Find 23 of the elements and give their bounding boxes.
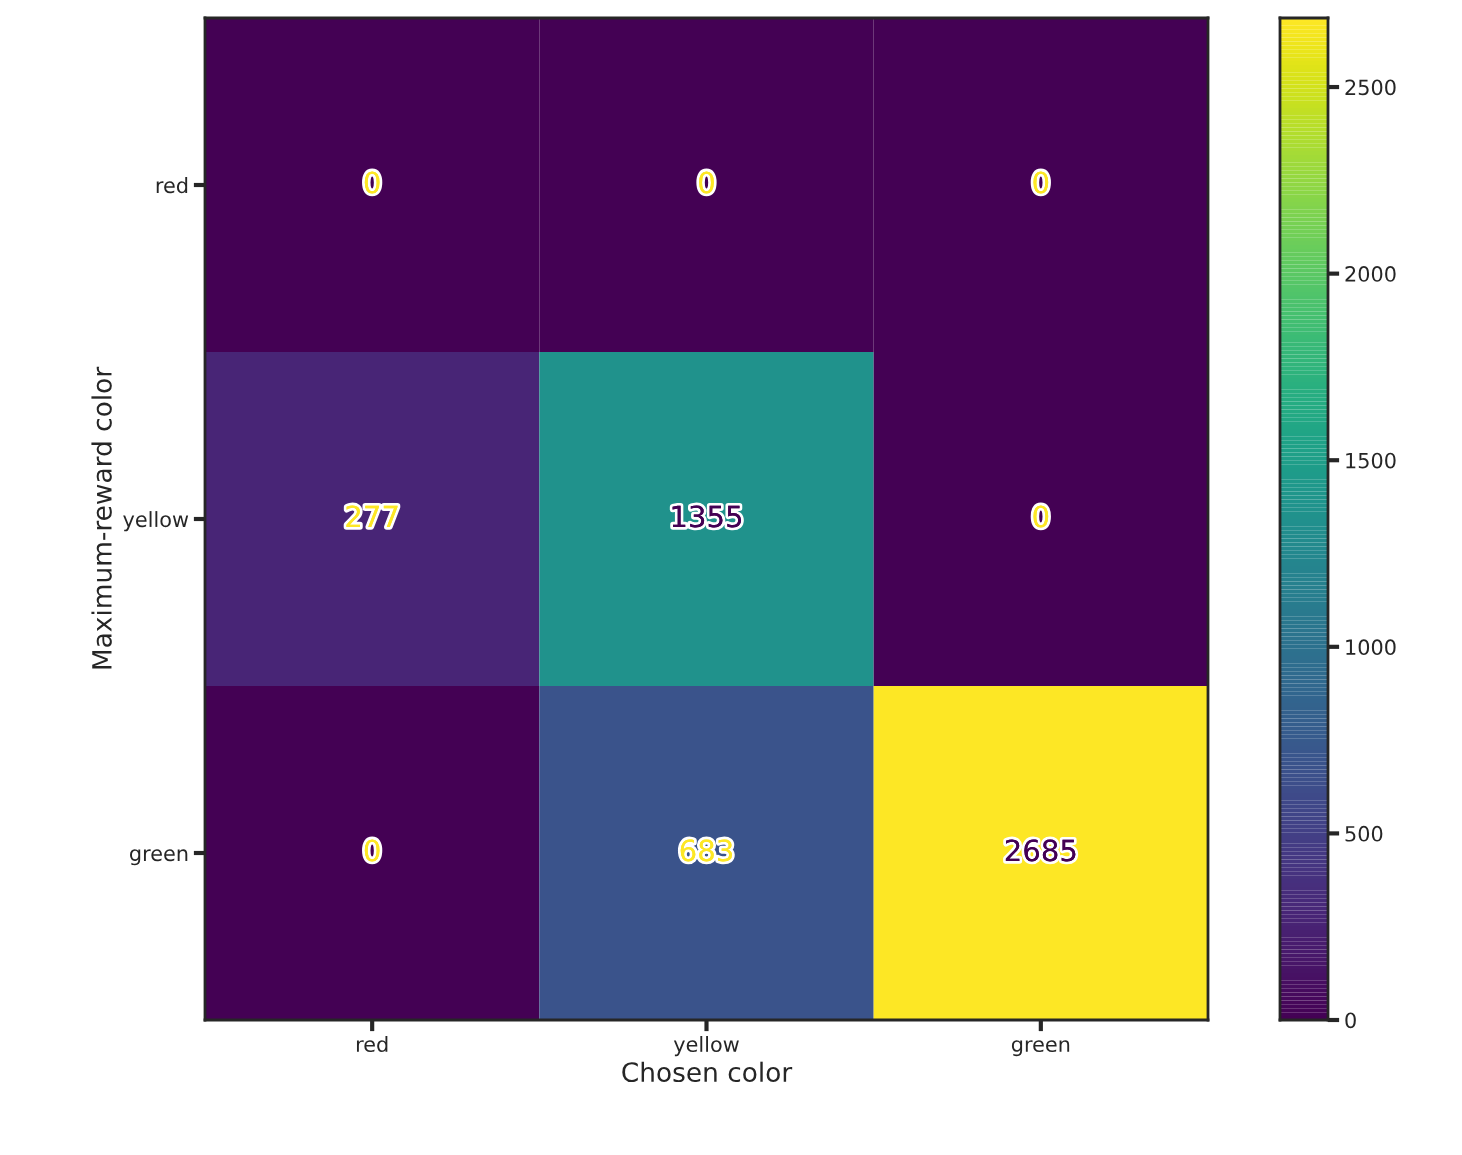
data-label: 0: [364, 839, 380, 862]
color-bar-label: 2500: [1345, 79, 1396, 96]
x-tick-label: yellow: [673, 1035, 739, 1057]
data-label: 683: [680, 839, 732, 862]
color-bar-label: 1500: [1346, 452, 1396, 469]
data-label: 2685: [1005, 839, 1076, 862]
y-tick-label: red: [156, 177, 188, 194]
data-label: 0: [1033, 171, 1049, 194]
color-bar-label: 1000: [1346, 639, 1396, 656]
x-tick-label: green: [1011, 1040, 1070, 1057]
color-bar-label: 0: [1345, 1012, 1356, 1029]
color-bar-label: 500: [1345, 825, 1383, 842]
y-axis-title: Maximum-reward color: [91, 366, 112, 669]
y-tick-label: green: [130, 849, 188, 866]
data-label: 0: [364, 171, 380, 194]
y-tick-label: yellow: [123, 511, 189, 532]
x-axis-title: Chosen color: [622, 1061, 793, 1083]
x-tick-label: red: [356, 1035, 388, 1053]
data-label: 0: [699, 171, 714, 194]
data-label: 1355: [672, 505, 742, 528]
data-label: 277: [346, 505, 398, 528]
color-bar-label: 2000: [1345, 266, 1396, 282]
data-label: 0: [1033, 505, 1049, 528]
